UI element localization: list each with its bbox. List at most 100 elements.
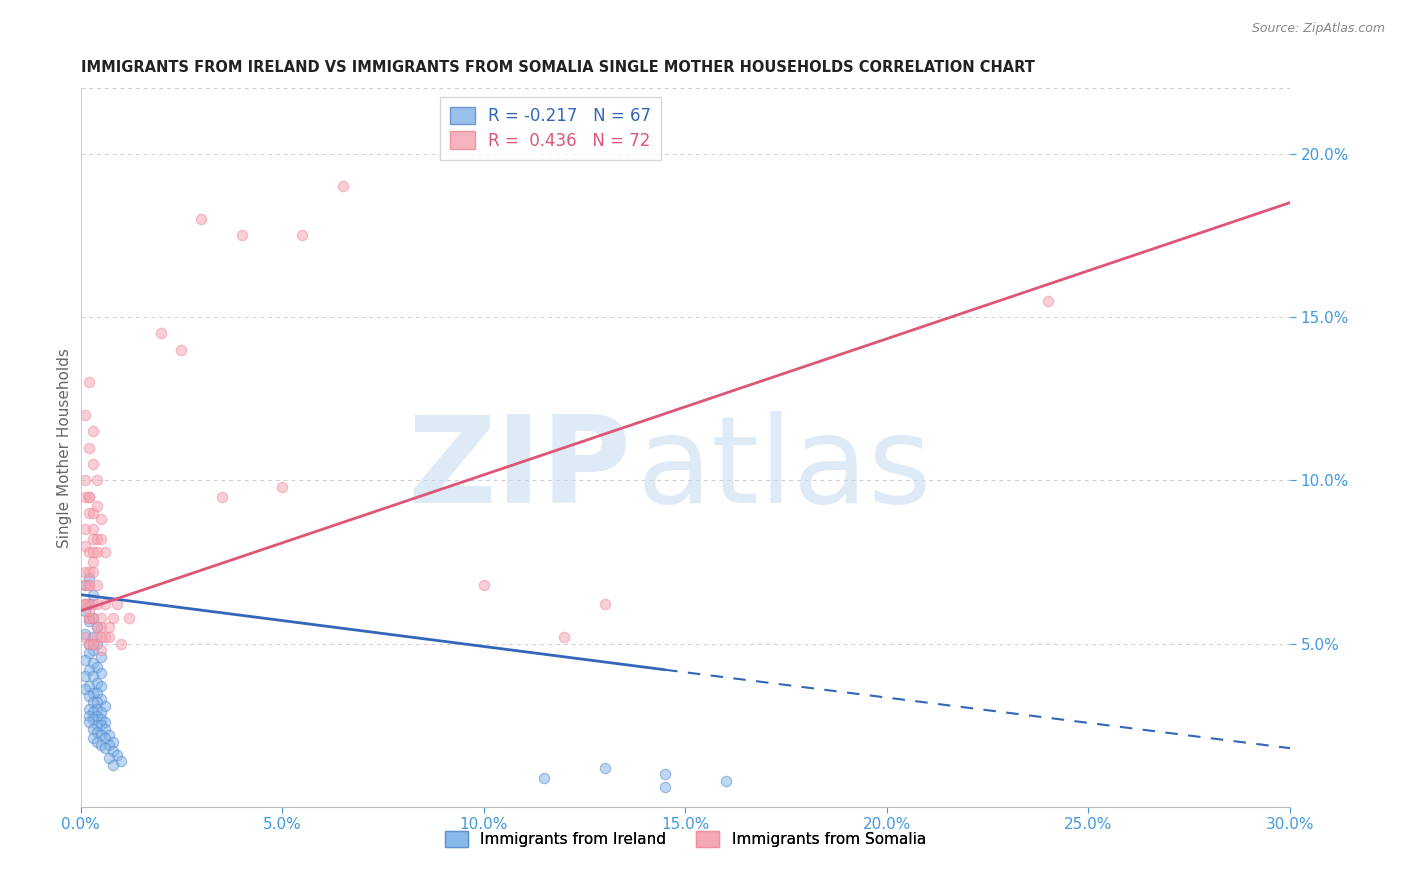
Point [82,637,104,651]
Point [90,532,112,546]
Point [714,773,737,788]
Point [86,718,108,732]
Point [90,738,112,752]
Point [73,408,96,422]
Point [77,578,100,592]
Point [110,754,132,768]
Point [1036,293,1059,308]
Point [291,228,314,243]
Point [82,425,104,439]
Point [73,682,96,697]
Point [332,179,354,194]
Point [77,598,100,612]
Point [73,598,96,612]
Point [77,441,100,455]
Point [271,480,294,494]
Point [73,627,96,641]
Point [90,620,112,634]
Point [93,545,115,559]
Point [533,771,555,785]
Point [82,565,104,579]
Point [101,610,124,624]
Point [90,705,112,719]
Point [82,657,104,671]
Point [82,598,104,612]
Point [77,614,100,628]
Point [82,457,104,471]
Point [77,702,100,716]
Point [472,578,495,592]
Point [593,761,616,775]
Point [77,714,100,729]
Point [101,744,124,758]
Point [86,695,108,709]
Point [77,506,100,520]
Point [90,679,112,693]
Point [77,376,100,390]
Point [170,343,193,357]
Point [93,722,115,736]
Point [82,522,104,536]
Text: IMMIGRANTS FROM IRELAND VS IMMIGRANTS FROM SOMALIA SINGLE MOTHER HOUSEHOLDS CORR: IMMIGRANTS FROM IRELAND VS IMMIGRANTS FR… [80,60,1035,75]
Point [82,686,104,700]
Point [82,637,104,651]
Point [97,620,120,634]
Text: Source: ZipAtlas.com: Source: ZipAtlas.com [1251,22,1385,36]
Point [93,731,115,746]
Point [105,747,128,762]
Point [86,500,108,514]
Point [593,598,616,612]
Point [73,630,96,644]
Point [150,326,173,341]
Point [90,666,112,681]
Y-axis label: Single Mother Households: Single Mother Households [58,348,72,548]
Point [97,630,120,644]
Point [105,598,128,612]
Point [73,522,96,536]
Point [73,490,96,504]
Point [77,578,100,592]
Point [90,712,112,726]
Point [90,643,112,657]
Point [73,539,96,553]
Point [190,211,212,226]
Point [77,663,100,677]
Point [73,473,96,487]
Point [86,473,108,487]
Point [86,532,108,546]
Point [77,637,100,651]
Point [90,610,112,624]
Point [86,659,108,673]
Point [73,598,96,612]
Point [90,630,112,644]
Point [86,702,108,716]
Point [101,757,124,772]
Point [90,692,112,706]
Point [93,630,115,644]
Point [82,712,104,726]
Point [97,728,120,742]
Point [82,705,104,719]
Point [86,676,108,690]
Point [86,545,108,559]
Point [93,698,115,713]
Point [77,610,100,624]
Point [86,708,108,723]
Point [82,695,104,709]
Point [73,669,96,683]
Point [90,718,112,732]
Point [110,637,132,651]
Point [82,722,104,736]
Point [211,490,233,504]
Point [77,490,100,504]
Point [90,512,112,526]
Point [86,686,108,700]
Point [82,630,104,644]
Point [77,637,100,651]
Point [86,620,108,634]
Point [231,228,253,243]
Point [77,545,100,559]
Point [82,643,104,657]
Point [73,598,96,612]
Point [82,555,104,569]
